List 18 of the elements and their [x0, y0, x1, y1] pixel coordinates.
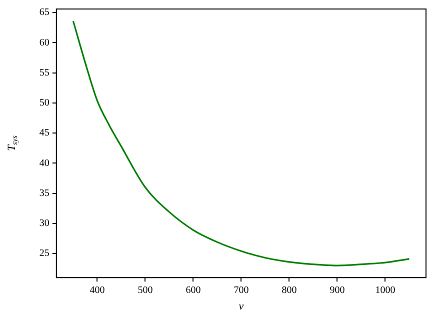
- x-tick-label: 900: [330, 285, 345, 296]
- x-tick-label: 600: [186, 285, 201, 296]
- x-tick-label: 800: [282, 285, 297, 296]
- x-tick-label: 500: [138, 285, 153, 296]
- y-tick-label: 50: [39, 98, 50, 109]
- x-tick-label: 1000: [375, 285, 396, 296]
- y-tick-label: 45: [39, 128, 50, 139]
- x-tick-label: 700: [234, 285, 249, 296]
- x-tick-label: 400: [90, 285, 105, 296]
- y-tick-label: 35: [39, 188, 50, 199]
- y-tick-label: 40: [39, 158, 50, 169]
- y-tick-label: 30: [39, 218, 50, 230]
- y-tick-label: 65: [39, 7, 50, 18]
- line-series: [72, 20, 410, 266]
- x-axis-title: ν: [238, 300, 244, 312]
- y-tick-label: 60: [39, 37, 50, 48]
- y-tick-label: 55: [39, 67, 50, 78]
- y-tick-label: 25: [39, 248, 50, 260]
